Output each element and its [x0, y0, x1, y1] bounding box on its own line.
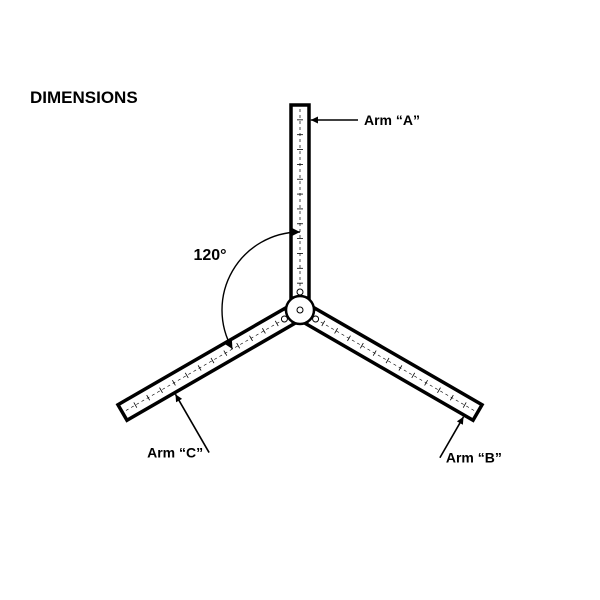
- label-arm-B: Arm “B”: [446, 450, 502, 466]
- label-arm-A: Arm “A”: [364, 112, 420, 128]
- arm-A: [291, 105, 309, 298]
- label-arm-C: Arm “C”: [147, 445, 203, 461]
- angle-label: 120°: [193, 247, 226, 264]
- arrow-arm-A: [311, 117, 358, 124]
- arm-B: [306, 308, 482, 420]
- arm-C: [118, 308, 294, 420]
- page-title: DIMENSIONS: [30, 88, 138, 108]
